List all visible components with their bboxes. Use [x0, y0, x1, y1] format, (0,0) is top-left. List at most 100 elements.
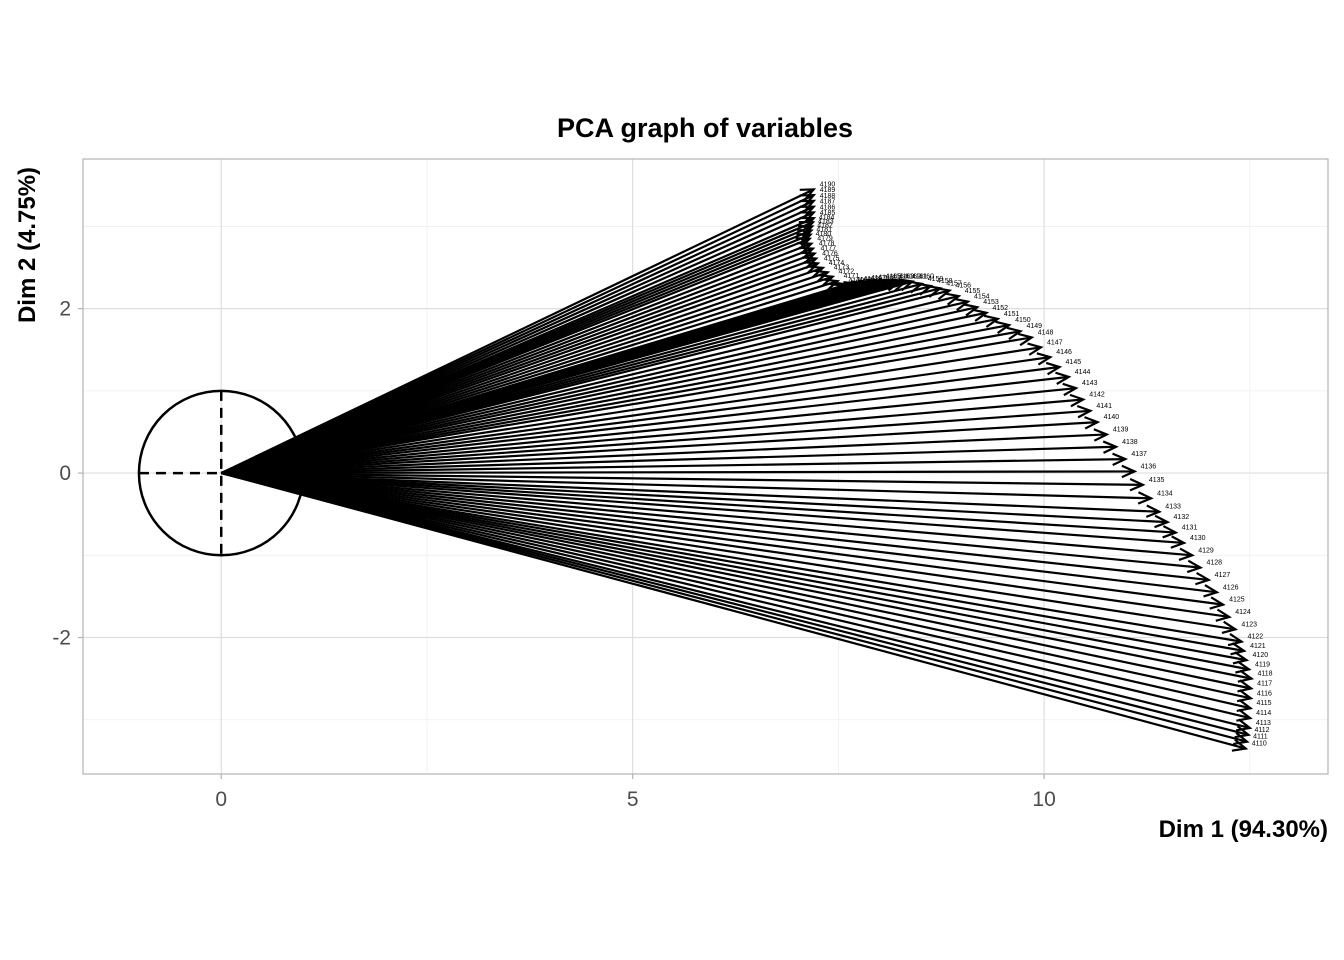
variable-arrow [221, 471, 1224, 606]
variable-arrow-head [799, 188, 817, 201]
variable-arrow-head [1017, 332, 1035, 347]
variable-arrow [221, 317, 999, 475]
x-axis-title: Dim 1 (94.30%) [1159, 816, 1328, 843]
variable-arrow [221, 471, 1185, 545]
variable-label: 4185 [820, 210, 836, 217]
variable-label: 4130 [1190, 535, 1206, 542]
variable-label: 4188 [820, 193, 836, 200]
variable-arrow [221, 471, 1242, 643]
variable-label: 4127 [1215, 572, 1231, 579]
x-tick-label: 0 [215, 788, 227, 811]
variable-label: 4170 [849, 278, 865, 285]
variable-label: 4145 [1066, 359, 1082, 366]
variable-label: 4143 [1082, 380, 1098, 387]
variable-label: 4184 [819, 214, 835, 221]
variable-arrow [221, 458, 1126, 475]
variable-arrow [220, 188, 815, 475]
variable-arrow [220, 472, 1248, 743]
variable-label: 4156 [955, 283, 971, 290]
variable-label: 4171 [844, 273, 860, 280]
variable-arrow-head [798, 246, 816, 260]
variable-label: 4186 [820, 204, 836, 211]
y-axis-title: Dim 2 (4.75%) [14, 167, 41, 323]
variable-label: 4146 [1056, 349, 1072, 356]
variable-arrow-head [1203, 584, 1220, 598]
variable-label: 4136 [1141, 463, 1157, 470]
variable-arrow [221, 398, 1084, 475]
variable-arrow [220, 472, 1251, 720]
variable-arrow-head [1162, 525, 1179, 539]
variable-arrow [221, 471, 1230, 619]
variable-label: 4122 [1248, 634, 1264, 641]
variable-label: 4189 [820, 187, 836, 194]
variable-label: 4124 [1235, 609, 1251, 616]
variable-arrow-head [1232, 651, 1250, 665]
variable-arrow-head [1145, 504, 1163, 518]
panel-border [82, 158, 1329, 775]
variable-label: 4157 [946, 280, 962, 287]
variable-label: 4162 [905, 274, 921, 281]
variable-arrow [221, 471, 1250, 671]
variable-label: 4161 [912, 274, 928, 281]
variable-arrow [221, 471, 1143, 486]
variable-arrow-head [799, 205, 817, 218]
variable-arrow-head [1209, 596, 1226, 610]
arrow-layer [220, 188, 1255, 752]
variable-label: 4147 [1047, 339, 1063, 346]
variable-arrow [220, 300, 969, 475]
variable-arrow [221, 471, 1247, 662]
variable-label: 4169 [856, 277, 872, 284]
variable-arrow-head [803, 261, 821, 274]
variable-arrow [221, 375, 1069, 475]
variable-arrow [221, 387, 1077, 475]
variable-label: 4175 [824, 255, 840, 262]
variable-label: 4120 [1253, 652, 1269, 659]
variable-arrow [221, 471, 1236, 631]
variable-label: 4134 [1157, 490, 1173, 497]
variable-label: 4160 [918, 274, 934, 281]
variable-arrow [221, 471, 1245, 652]
variable-label: 4121 [1250, 643, 1266, 650]
variable-arrow [221, 421, 1098, 475]
variable-label: 4177 [821, 246, 837, 253]
variable-arrow-head [802, 256, 819, 269]
variable-label: 4111 [1253, 734, 1268, 741]
variable-arrow-head [1129, 477, 1146, 492]
variable-arrow [221, 472, 1252, 690]
variable-label: 4153 [983, 299, 999, 306]
variable-arrow [221, 471, 1252, 680]
variable-arrow [221, 472, 1252, 700]
variable-arrow-head [1006, 326, 1024, 341]
variable-arrow [221, 324, 1010, 475]
variable-label: 4113 [1256, 720, 1271, 727]
variable-arrow-head [799, 211, 817, 224]
variable-label: 4178 [819, 241, 835, 248]
variable-label: 4154 [974, 294, 990, 301]
variable-label: 4151 [1004, 311, 1020, 318]
variable-arrow-head [865, 278, 883, 292]
variable-arrow [221, 433, 1107, 475]
variable-arrow-head [1062, 382, 1079, 397]
variable-arrow-head [972, 308, 990, 322]
variable-arrow-head [799, 194, 817, 207]
variable-arrow-head [1055, 371, 1072, 385]
variable-arrow-head [1137, 491, 1154, 505]
variable-label: 4125 [1229, 597, 1245, 604]
variable-label: 4114 [1256, 710, 1271, 717]
tick-layer: 0 5 10 -2 0 2 [52, 298, 1055, 811]
variable-arrow-head [1036, 352, 1053, 366]
variable-arrow [221, 471, 1160, 513]
variable-arrow [221, 471, 1218, 594]
variable-arrow-head [835, 281, 853, 295]
variable-arrow-head [954, 297, 971, 311]
variable-label: 4126 [1223, 584, 1239, 591]
variable-label: 4144 [1075, 369, 1091, 376]
variable-arrow-head [1236, 689, 1254, 703]
variable-label: 4115 [1256, 700, 1271, 707]
variable-arrow-head [1170, 535, 1187, 549]
variable-arrow-head [850, 280, 868, 294]
variable-label: 4123 [1241, 621, 1257, 628]
variable-arrow [221, 336, 1032, 475]
variable-label: 4141 [1096, 403, 1112, 410]
